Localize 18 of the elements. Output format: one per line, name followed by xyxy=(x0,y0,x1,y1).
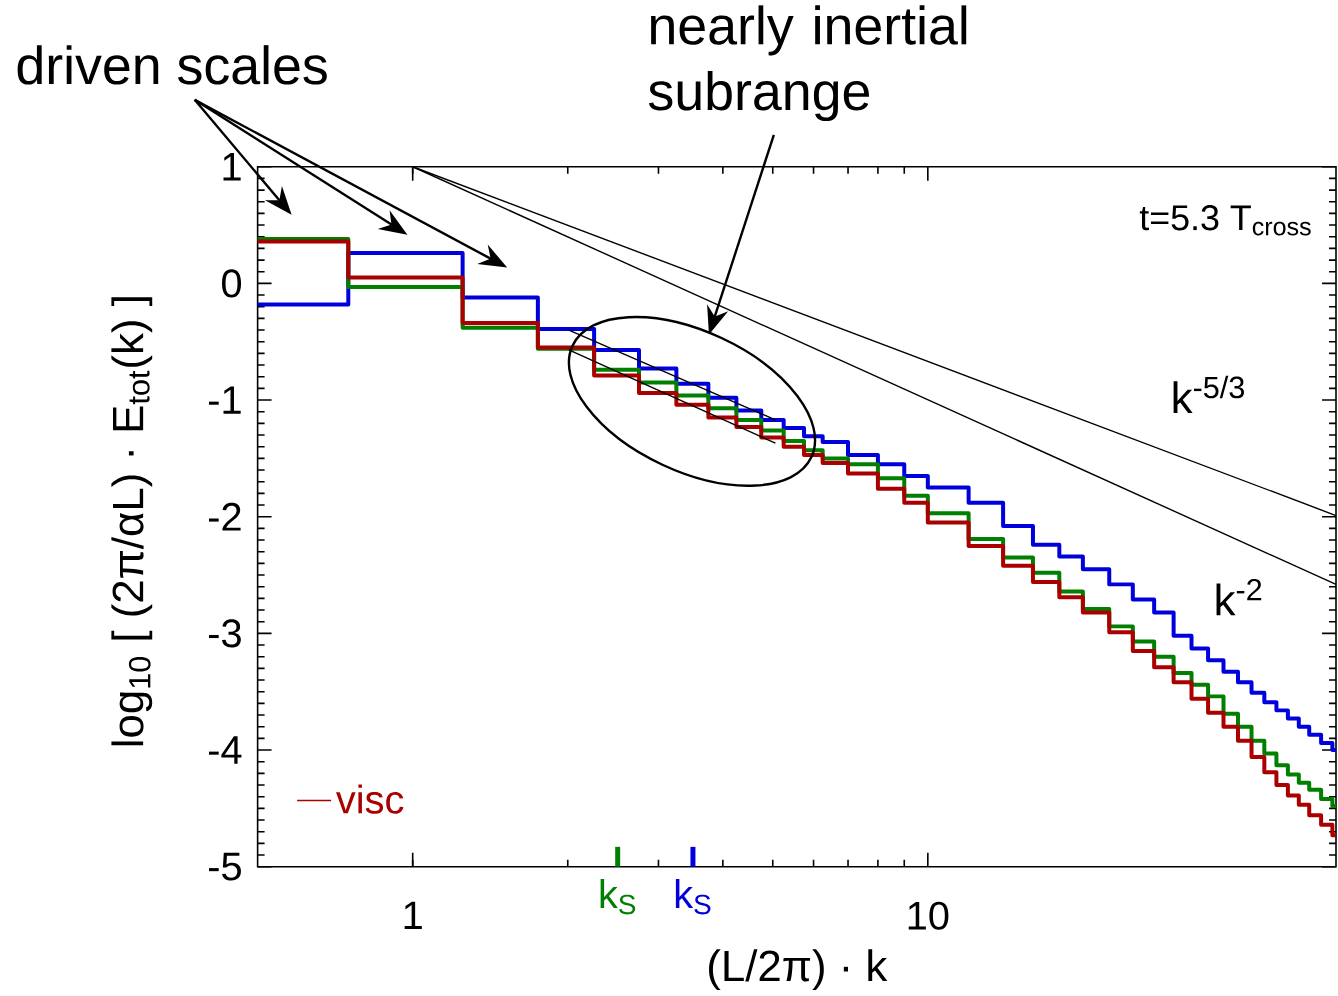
y-tick-label: -2 xyxy=(209,503,241,531)
annotation: k$^{-2}$ xyxy=(1216,579,1262,616)
y-axis-title: log$_{10}$ [ (2π/αL) · E$_{tot}$(k) ] xyxy=(111,297,153,746)
text: driven scales xyxy=(17,45,327,85)
annotation: t=5.3 T$_{cross}$ xyxy=(1139,205,1311,236)
y-tick-label: 0 xyxy=(222,269,242,298)
y-tick-label: -3 xyxy=(209,619,241,648)
ref-line-label: k$_{S}$ xyxy=(675,879,711,915)
legend-label: visc xyxy=(336,784,404,814)
y-tick-label: 1 xyxy=(223,153,241,181)
y-tick-label: -1 xyxy=(209,386,241,414)
text: nearly inertial subrange xyxy=(648,5,967,122)
x-axis-title: (L/2π) · k xyxy=(709,949,888,991)
ref-line-label: k$_{S}$ xyxy=(600,879,636,915)
y-tick-label: -5 xyxy=(209,853,241,881)
x-tick-label: 10 xyxy=(908,901,949,931)
annotation: k$^{-5/3}$ xyxy=(1173,376,1244,414)
y-tick-label: -4 xyxy=(209,736,242,764)
